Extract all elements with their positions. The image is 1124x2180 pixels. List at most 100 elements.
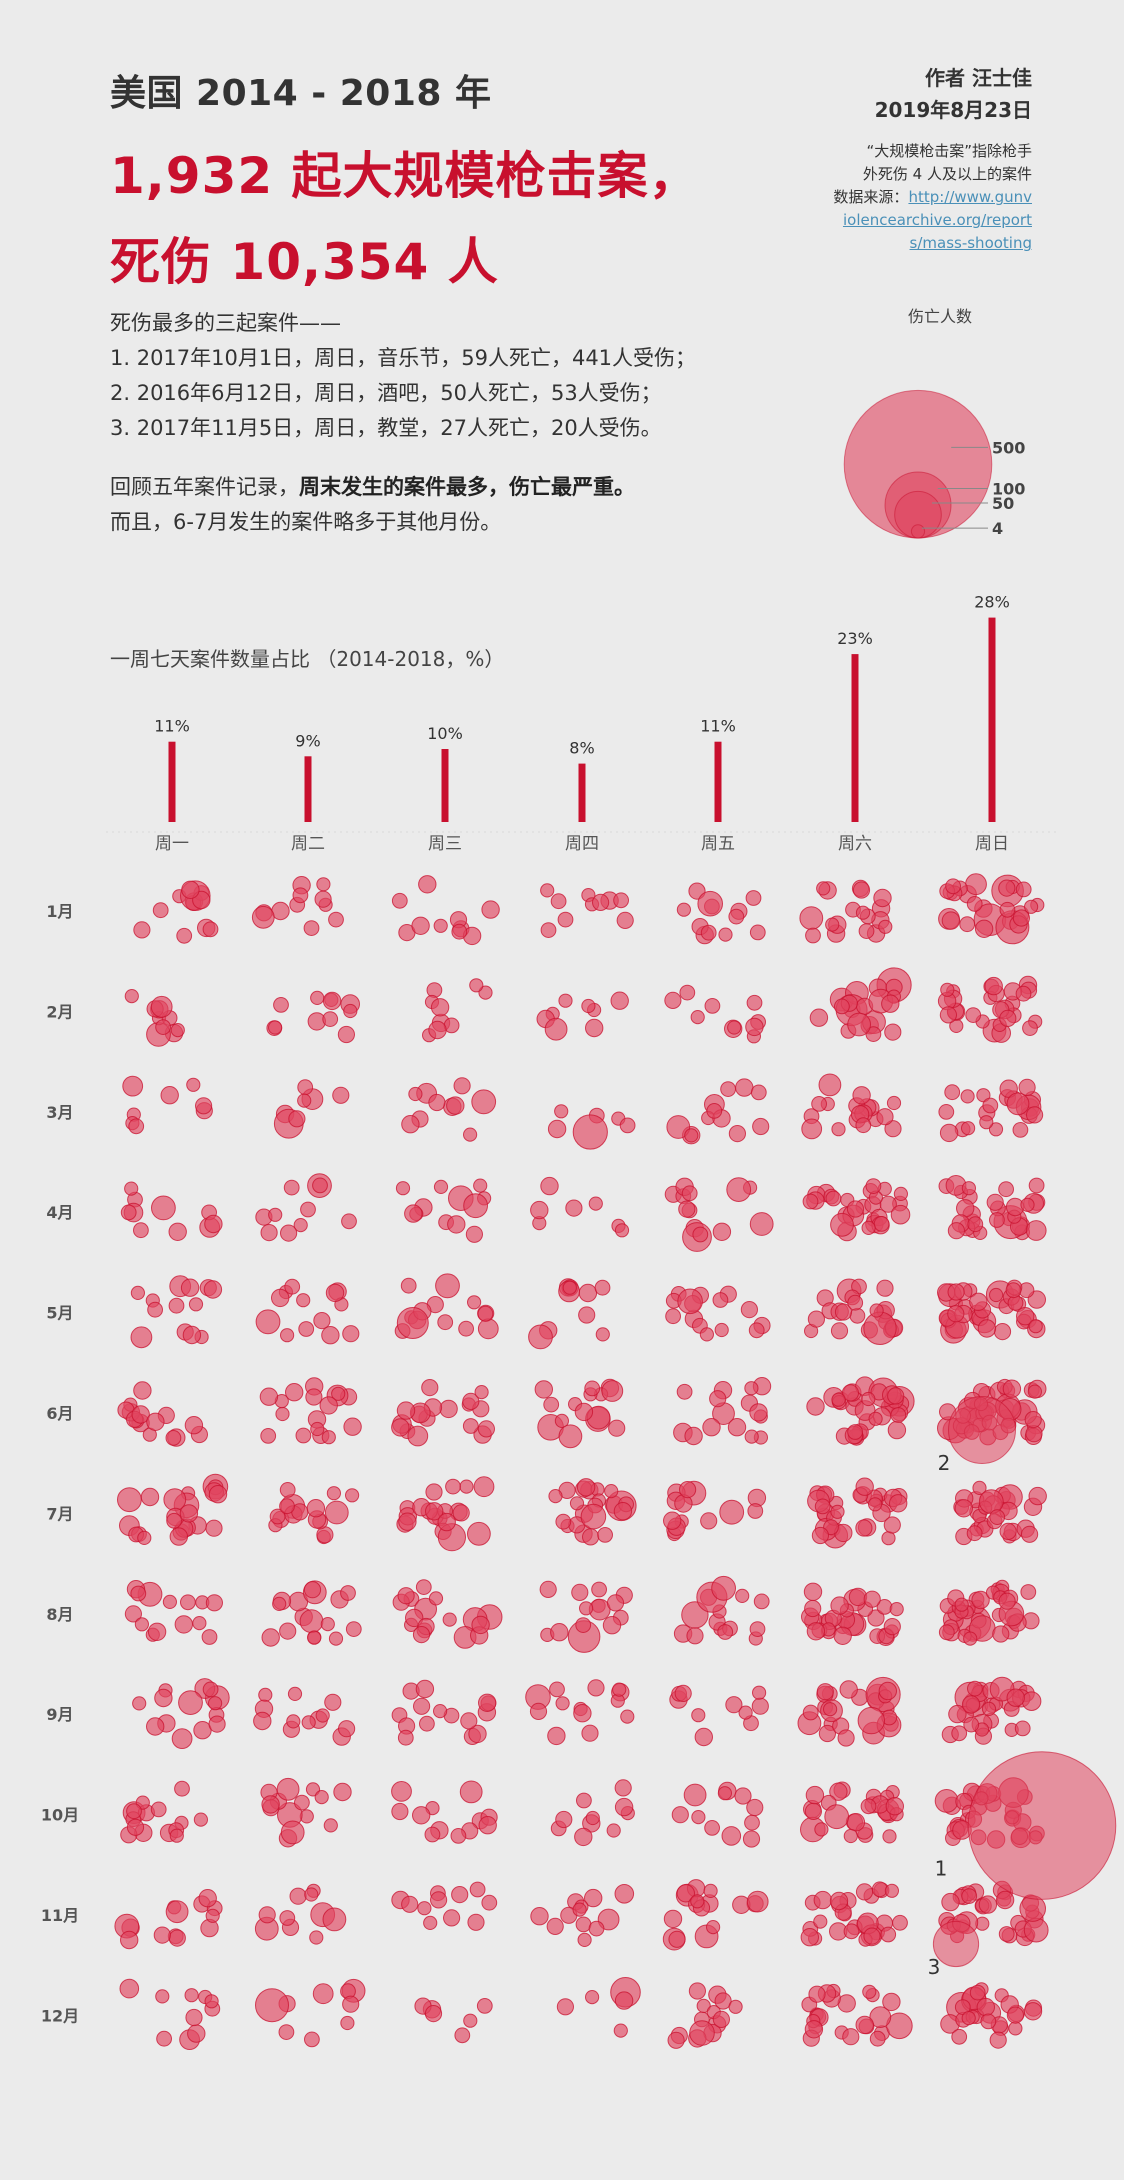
- bubble-4月-周六: [861, 1220, 876, 1236]
- bubble-10月-周三: [391, 1781, 412, 1802]
- bubble-8月-周六: [804, 1599, 822, 1618]
- bubble-7月-周六: [881, 1531, 896, 1546]
- month-label-7月: 7月: [46, 1504, 73, 1523]
- month-label-11月: 11月: [41, 1906, 79, 1925]
- bar-label-周五: 11%: [700, 717, 736, 736]
- bubble-10月-周五: [721, 1826, 742, 1846]
- bubble-5月-周一: [180, 1278, 200, 1297]
- bubble-8月-周三: [405, 1608, 424, 1628]
- legend-label-100: 100: [992, 480, 1025, 499]
- bubble-12月-周日: [980, 2013, 997, 2030]
- bubble-5月-周五: [740, 1301, 759, 1319]
- bubble-11月-周日: [1023, 1917, 1049, 1943]
- bubble-1月-周五: [697, 890, 724, 917]
- bubble-8月-周二: [307, 1630, 322, 1645]
- bubble-6月-周日: [1024, 1411, 1042, 1429]
- bubble-8月-周四: [571, 1583, 589, 1602]
- month-label-5月: 5月: [46, 1304, 73, 1323]
- bubble-7月-周六: [814, 1498, 831, 1515]
- bubble-4月-周四: [530, 1200, 549, 1220]
- bubble-6月-周五: [676, 1383, 693, 1400]
- bubble-12月-周三: [424, 2005, 443, 2023]
- bubble-10月-周二: [294, 1794, 310, 1811]
- bubble-6月-周三: [396, 1401, 416, 1420]
- bubble-7月-周六: [830, 1504, 845, 1519]
- bubble-9月-周三: [433, 1704, 448, 1719]
- bubble-2月-周五: [704, 998, 721, 1014]
- bubble-12月-周五: [688, 1982, 707, 2000]
- bubble-7月-周一: [140, 1487, 160, 1507]
- bubble-12月-周一: [119, 1978, 140, 1999]
- bubble-6月-周二: [259, 1387, 279, 1406]
- bubble-7月-周三: [445, 1478, 461, 1495]
- bubble-2月-周日: [939, 1006, 958, 1024]
- source-link[interactable]: http://www.gunviolencearchive.org/report…: [842, 188, 1032, 252]
- bubble-10月-周六: [805, 1785, 825, 1805]
- bubble-6月-周五: [727, 1418, 747, 1437]
- bubble-9月-周六: [823, 1702, 838, 1717]
- bubble-11月-周三: [430, 1891, 448, 1909]
- bubble-11月-周五: [663, 1909, 683, 1929]
- bubble-12月-周六: [869, 2006, 892, 2028]
- source-label: 数据来源：: [833, 188, 909, 206]
- bubble-4月-周六: [890, 1204, 911, 1225]
- bubble-3月-周二: [332, 1086, 350, 1104]
- bubble-11月-周六: [813, 1890, 832, 1910]
- bubble-7月-周二: [306, 1499, 326, 1518]
- bubble-8月-周日: [971, 1590, 990, 1610]
- bubble-12月-周日: [1023, 2002, 1043, 2021]
- bubble-12月-周日: [1006, 2006, 1025, 2024]
- bubble-9月-周四: [547, 1726, 566, 1746]
- month-label-10月: 10月: [41, 1806, 79, 1825]
- bubble-6月-周二: [285, 1383, 304, 1402]
- bubble-3月-周六: [884, 1120, 902, 1138]
- bubble-case-3: [932, 1920, 980, 1968]
- bubble-1月-周二: [328, 911, 344, 928]
- bubble-11月-周日: [941, 1892, 960, 1912]
- bubble-1月-周三: [411, 916, 430, 935]
- bubble-11月-周四: [614, 1884, 635, 1904]
- bar-label-周一: 11%: [154, 717, 190, 736]
- bubble-9月-周一: [154, 1688, 173, 1708]
- bubble-4月-周六: [802, 1193, 819, 1210]
- bubble-3月-周日: [982, 1097, 999, 1114]
- bubble-6月-周四: [601, 1380, 624, 1402]
- bubble-2月-周五: [679, 984, 696, 1001]
- bubble-9月-周日: [967, 1680, 983, 1697]
- bubble-4月-周日: [956, 1199, 975, 1218]
- bubble-10月-周一: [126, 1818, 145, 1836]
- bubble-11月-周一: [165, 1900, 189, 1924]
- bubble-6月-周日: [1027, 1384, 1043, 1399]
- bubble-7月-周三: [473, 1476, 495, 1498]
- bubble-3月-周日: [938, 1104, 955, 1120]
- bubble-8月-周二: [299, 1609, 324, 1634]
- bubble-5月-周日: [1028, 1319, 1043, 1334]
- bubble-3月-周二: [297, 1079, 314, 1096]
- bubble-3月-周五: [750, 1084, 767, 1101]
- bubble-10月-周一: [150, 1801, 167, 1818]
- bubble-11月-周四: [572, 1902, 587, 1917]
- legend-label-50: 50: [992, 494, 1014, 513]
- bubble-11月-周日: [998, 1926, 1015, 1942]
- bubble-4月-周一: [168, 1222, 187, 1242]
- bubble-1月-周日: [999, 901, 1016, 918]
- bubble-7月-周二: [324, 1500, 349, 1525]
- bubble-6月-周二: [275, 1406, 290, 1422]
- bubble-3月-周五: [752, 1117, 770, 1136]
- bubble-1月-周六: [873, 888, 892, 908]
- bubble-2月-周六: [884, 1023, 902, 1041]
- bubble-3月-周三: [408, 1086, 423, 1102]
- bubble-6月-周日: [1002, 1379, 1022, 1398]
- bubble-10月-周五: [683, 1783, 707, 1807]
- bubble-8月-周二: [303, 1581, 322, 1599]
- bubble-7月-周四: [604, 1484, 619, 1499]
- weekday-label-周二: 周二: [291, 834, 325, 854]
- bubble-7月-周三: [437, 1512, 456, 1532]
- bubble-2月-周二: [322, 991, 342, 1011]
- bubble-3月-周日: [944, 1084, 961, 1101]
- bubble-2月-周一: [155, 1019, 172, 1035]
- bubble-4月-周五: [681, 1185, 698, 1202]
- bubble-12月-周六: [882, 1992, 901, 2012]
- bubble-6月-周二: [319, 1396, 338, 1415]
